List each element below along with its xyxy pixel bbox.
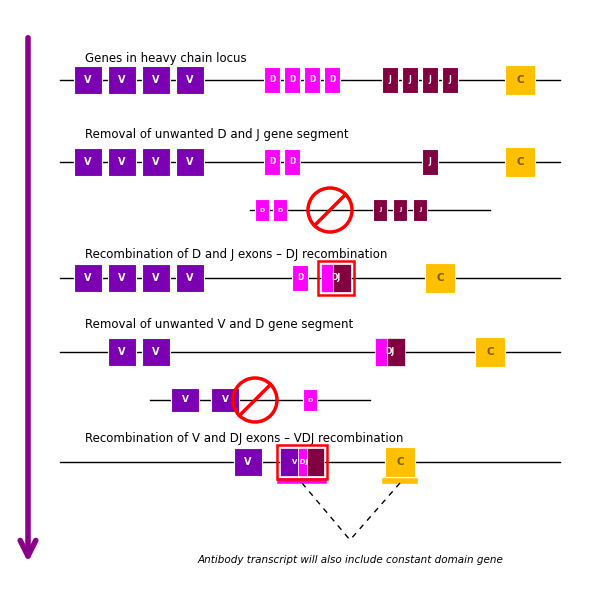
Text: J: J — [428, 157, 431, 166]
Bar — [176, 264, 204, 292]
Bar — [171, 388, 199, 412]
Text: V: V — [84, 75, 92, 85]
Bar — [142, 338, 170, 366]
Text: C: C — [516, 157, 524, 167]
Text: J: J — [389, 76, 391, 85]
Bar — [373, 199, 387, 221]
Bar — [142, 66, 170, 94]
Text: V: V — [84, 157, 92, 167]
Text: J: J — [428, 76, 431, 85]
Bar — [142, 148, 170, 176]
Text: Recombination of V and DJ exons – VDJ recombination: Recombination of V and DJ exons – VDJ re… — [85, 432, 403, 445]
Bar — [304, 67, 320, 93]
Text: V: V — [186, 157, 194, 167]
Text: Recombination of D and J exons – DJ recombination: Recombination of D and J exons – DJ reco… — [85, 248, 388, 261]
Text: Removal of unwanted V and D gene segment: Removal of unwanted V and D gene segment — [85, 318, 353, 331]
Text: J: J — [399, 208, 401, 212]
Text: V: V — [152, 75, 160, 85]
Bar — [264, 149, 280, 175]
Text: V: V — [152, 157, 160, 167]
Text: D: D — [297, 274, 303, 283]
Text: Antibody transcript will also include constant domain gene: Antibody transcript will also include co… — [197, 555, 503, 565]
Text: J: J — [409, 76, 412, 85]
Bar — [273, 199, 287, 221]
Text: V: V — [186, 273, 194, 283]
Bar — [505, 147, 535, 177]
Bar — [74, 264, 102, 292]
Text: V: V — [152, 273, 160, 283]
Text: Removal of unwanted D and J gene segment: Removal of unwanted D and J gene segment — [85, 128, 349, 141]
Bar — [505, 65, 535, 95]
Bar — [333, 264, 351, 292]
Text: DJ: DJ — [385, 347, 395, 356]
Bar — [176, 66, 204, 94]
Bar — [324, 67, 340, 93]
Text: V: V — [221, 395, 229, 404]
Bar — [142, 264, 170, 292]
Bar — [475, 337, 505, 367]
Text: D: D — [329, 76, 335, 85]
Bar — [255, 199, 269, 221]
Bar — [387, 338, 405, 366]
Text: C: C — [436, 273, 444, 283]
Bar — [108, 148, 136, 176]
Bar — [422, 67, 438, 93]
Bar — [284, 67, 300, 93]
Text: D: D — [269, 76, 275, 85]
Text: V: V — [152, 347, 160, 357]
Bar — [425, 263, 455, 293]
Text: D: D — [307, 397, 313, 403]
Bar — [413, 199, 427, 221]
Bar — [442, 67, 458, 93]
Text: D: D — [289, 157, 295, 166]
Bar — [234, 448, 262, 476]
Bar — [393, 199, 407, 221]
Bar — [108, 66, 136, 94]
Text: D: D — [289, 76, 295, 85]
Bar — [277, 445, 327, 479]
Text: V: V — [118, 157, 126, 167]
Bar — [74, 66, 102, 94]
Text: V: V — [244, 457, 252, 467]
Bar — [422, 149, 438, 175]
Text: D: D — [277, 208, 283, 212]
Text: V: V — [84, 273, 92, 283]
Text: DJ: DJ — [331, 274, 341, 283]
Text: J: J — [419, 208, 421, 212]
Text: D: D — [269, 157, 275, 166]
Text: Genes in heavy chain locus: Genes in heavy chain locus — [85, 52, 247, 65]
Text: C: C — [486, 347, 494, 357]
Text: V DJ: V DJ — [292, 459, 308, 465]
Bar — [385, 447, 415, 477]
Bar — [292, 265, 308, 291]
Text: V: V — [118, 347, 126, 357]
Text: V: V — [118, 75, 126, 85]
Text: D: D — [259, 208, 265, 212]
Bar — [402, 67, 418, 93]
Text: C: C — [516, 75, 524, 85]
Bar — [382, 67, 398, 93]
Text: V: V — [182, 395, 188, 404]
Bar — [307, 448, 324, 476]
Text: D: D — [309, 76, 315, 85]
Bar — [264, 67, 280, 93]
Bar — [321, 264, 333, 292]
Bar — [303, 389, 317, 411]
Bar — [176, 148, 204, 176]
Bar — [375, 338, 387, 366]
Text: J: J — [449, 76, 451, 85]
Bar — [298, 448, 307, 476]
Bar — [211, 388, 239, 412]
Bar — [284, 149, 300, 175]
Bar — [280, 448, 298, 476]
Text: J: J — [379, 208, 381, 212]
Bar — [318, 261, 354, 295]
Text: C: C — [396, 457, 404, 467]
Text: V: V — [118, 273, 126, 283]
Bar — [108, 338, 136, 366]
Bar — [74, 148, 102, 176]
Bar — [108, 264, 136, 292]
Text: V: V — [186, 75, 194, 85]
